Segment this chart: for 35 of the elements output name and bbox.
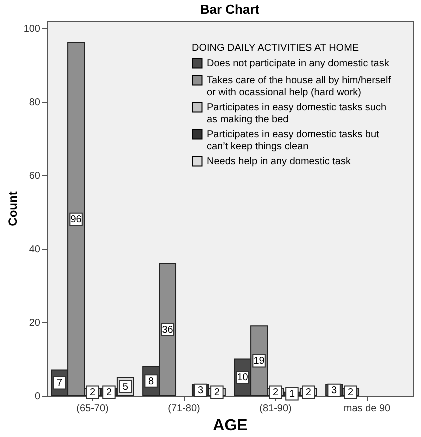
data-label: 19 (254, 356, 266, 368)
x-tick-label: (71-80) (168, 404, 200, 414)
legend-label: Does not participate in any domestic task (207, 58, 390, 70)
data-label: 2 (106, 387, 112, 398)
y-tick-label: 60 (29, 170, 41, 182)
data-label: 2 (214, 387, 220, 398)
data-label: 8 (148, 376, 155, 388)
legend-label: Participates in easy domestic tasks such as making the bed (207, 102, 387, 126)
data-label: 36 (162, 324, 174, 336)
x-tick-label: (81-90) (260, 404, 292, 414)
y-tick-label: 0 (34, 392, 41, 402)
data-label: 2 (348, 387, 354, 398)
data-label: 5 (122, 382, 129, 393)
data-label: 2 (306, 387, 312, 398)
x-axis-title: AGE (213, 418, 248, 434)
data-label: 3 (332, 385, 338, 396)
y-tick-label: 80 (29, 97, 41, 108)
legend-label: Participates in easy domestic tasks but can’t keep things clean (207, 130, 380, 152)
data-label: 3 (198, 385, 204, 396)
data-label: 2 (90, 387, 96, 398)
data-label: 96 (70, 214, 82, 226)
x-tick-label: (65-70) (76, 404, 109, 414)
y-axis-title: Count (6, 192, 20, 226)
data-label: 10 (237, 372, 249, 384)
legend-label: Takes care of the house all by him/herself or with ocassional help (hard work) (207, 76, 392, 98)
y-tick-label: 40 (29, 244, 41, 256)
data-label: 7 (57, 378, 64, 390)
data-label: 2 (272, 387, 279, 398)
data-label: 1 (289, 389, 296, 400)
y-tick-label: 20 (29, 318, 41, 329)
y-tick-label: 100 (24, 24, 41, 35)
legend-label: Needs help in any domestic task (207, 156, 352, 168)
x-tick-label: mas de 90 (344, 404, 392, 414)
legend-title: DOING DAILY ACTIVITIES AT HOME (192, 43, 360, 54)
chart-title: Bar Chart (200, 2, 260, 17)
